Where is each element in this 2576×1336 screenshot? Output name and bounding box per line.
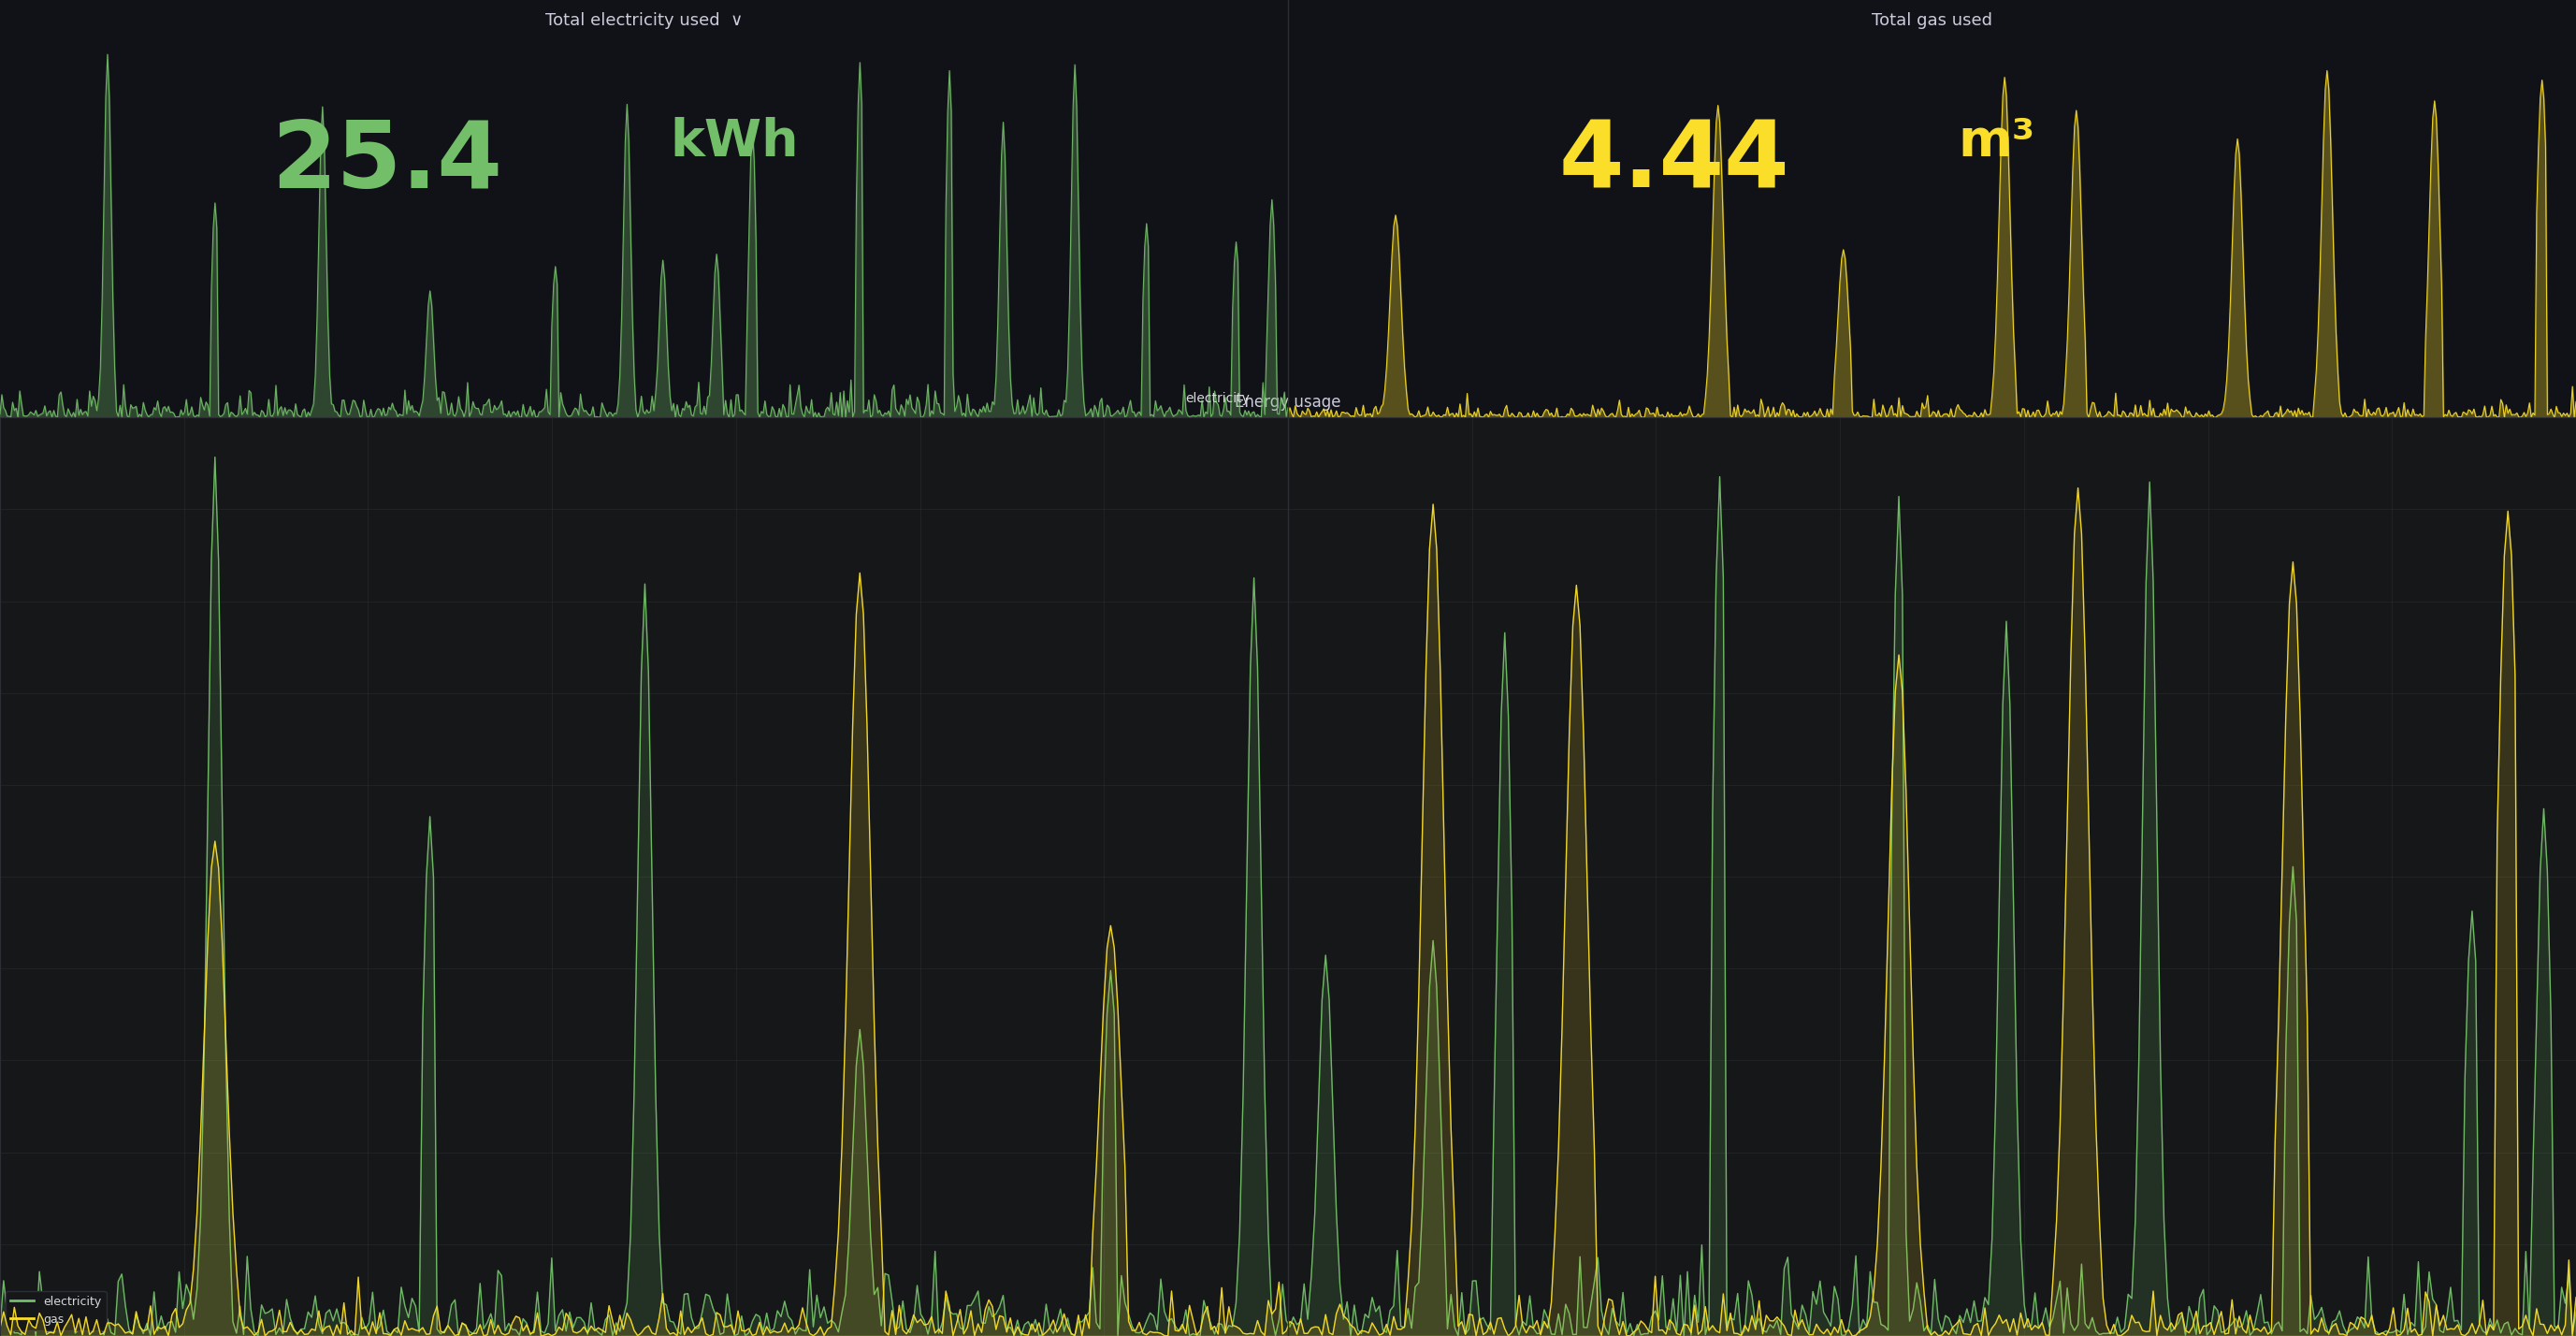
Text: Total electricity used  ∨: Total electricity used ∨ — [546, 12, 742, 29]
Text: Total gas used: Total gas used — [1873, 12, 1991, 29]
Title: Energy usage: Energy usage — [1234, 394, 1342, 411]
Text: m³: m³ — [1958, 118, 2035, 167]
Text: 25.4: 25.4 — [270, 118, 502, 207]
Legend: electricity, gas: electricity, gas — [5, 1291, 106, 1331]
Text: kWh: kWh — [670, 118, 799, 167]
Text: 4.44: 4.44 — [1558, 118, 1790, 207]
Text: electricity: electricity — [1185, 391, 1249, 405]
